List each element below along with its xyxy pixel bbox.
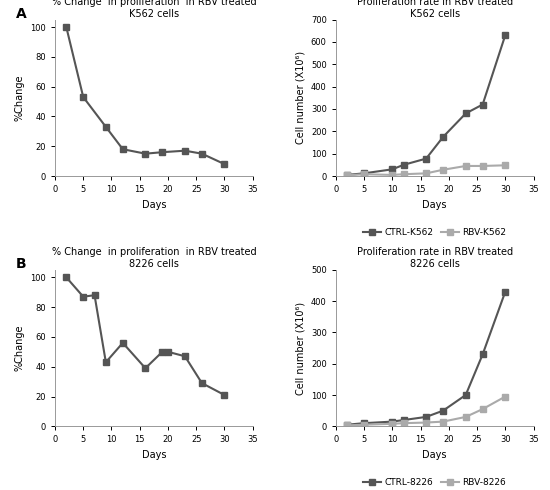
CTRL-8226 [400,417,407,423]
RBV-K562 [344,172,350,178]
Y-axis label: %Change: %Change [15,325,25,371]
RBV-8226 [423,419,430,425]
RBV-K562 [463,163,469,169]
Text: B: B [15,257,26,271]
RBV-K562 [389,172,395,178]
RBV-K562 [400,172,407,177]
RBV-K562 [502,162,509,168]
Y-axis label: Cell number (X10⁶): Cell number (X10⁶) [295,51,305,145]
CTRL-K562 [480,101,486,107]
Line: RBV-K562: RBV-K562 [344,163,508,178]
CTRL-K562 [463,111,469,117]
RBV-K562 [480,163,486,169]
RBV-8226 [389,421,395,427]
X-axis label: Days: Days [141,450,166,460]
Y-axis label: Cell number (X10⁶): Cell number (X10⁶) [295,301,305,394]
Title: % Change  in proliferation  in RBV treated
K562 cells: % Change in proliferation in RBV treated… [52,0,256,19]
RBV-K562 [440,167,447,172]
CTRL-8226 [361,420,367,426]
RBV-8226 [361,422,367,428]
CTRL-8226 [344,422,350,428]
Line: RBV-8226: RBV-8226 [344,394,508,428]
RBV-K562 [423,171,430,176]
RBV-8226 [502,393,509,399]
CTRL-8226 [480,351,486,357]
X-axis label: Days: Days [141,199,166,210]
Line: CTRL-K562: CTRL-K562 [344,32,508,178]
CTRL-8226 [440,408,447,414]
CTRL-K562 [502,32,509,38]
CTRL-K562 [440,134,447,140]
X-axis label: Days: Days [422,199,447,210]
RBV-8226 [400,420,407,426]
CTRL-K562 [389,167,395,172]
RBV-8226 [480,406,486,412]
Title: Proliferation rate in RBV treated
8226 cells: Proliferation rate in RBV treated 8226 c… [356,247,513,269]
Title: % Change  in proliferation  in RBV treated
8226 cells: % Change in proliferation in RBV treated… [52,247,256,269]
CTRL-K562 [361,171,367,176]
CTRL-K562 [344,172,350,178]
CTRL-8226 [423,414,430,420]
CTRL-8226 [463,392,469,398]
X-axis label: Days: Days [422,450,447,460]
Legend: CTRL-K562, RBV-K562: CTRL-K562, RBV-K562 [359,224,510,241]
CTRL-8226 [389,418,395,424]
RBV-8226 [344,422,350,428]
Y-axis label: %Change: %Change [15,74,25,121]
RBV-8226 [463,414,469,420]
Title: Proliferation rate in RBV treated
K562 cells: Proliferation rate in RBV treated K562 c… [356,0,513,19]
CTRL-K562 [423,156,430,162]
RBV-8226 [440,418,447,424]
RBV-K562 [361,172,367,177]
CTRL-8226 [502,289,509,294]
Legend: CTRL-8226, RBV-8226: CTRL-8226, RBV-8226 [360,475,510,490]
Line: CTRL-8226: CTRL-8226 [344,289,508,427]
CTRL-K562 [400,162,407,168]
Text: A: A [15,7,26,21]
